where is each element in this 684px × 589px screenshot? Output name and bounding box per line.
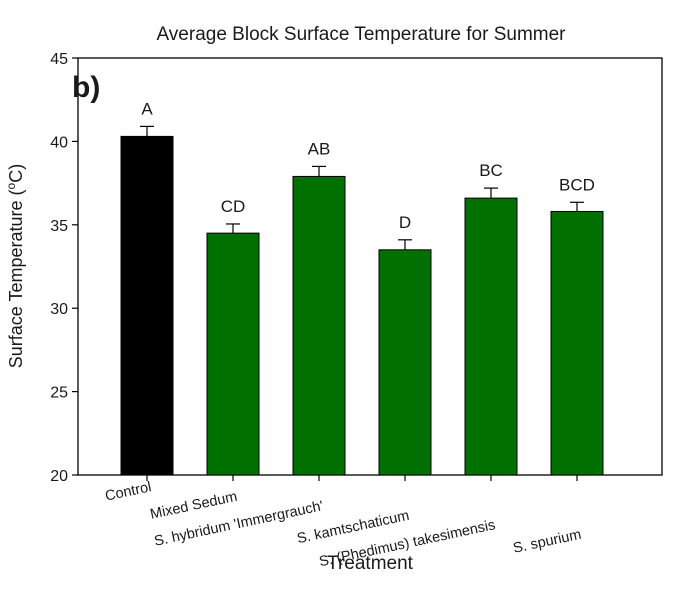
significance-letter: D (399, 213, 411, 232)
chart-title: Average Block Surface Temperature for Su… (156, 24, 566, 45)
significance-letter: BC (479, 161, 503, 180)
y-axis-label: Surface Temperature (oC) (4, 164, 26, 368)
y-tick-label: 30 (50, 301, 68, 318)
bar (120, 135, 174, 476)
y-tick-label: 40 (50, 134, 68, 151)
x-category-label: Control (104, 479, 153, 504)
bar (464, 197, 518, 476)
y-axis: 20 25 30 35 40 45 (50, 51, 78, 485)
panel-label: b) (72, 71, 100, 104)
significance-letter: CD (221, 197, 246, 216)
bar (292, 175, 346, 476)
plot-frame (77, 57, 663, 476)
y-tick-label: 35 (50, 218, 68, 235)
bar (206, 232, 260, 476)
y-tick-label: 20 (50, 468, 68, 485)
x-category-label: S. spurium (512, 527, 583, 557)
bar (550, 210, 604, 476)
bar (378, 249, 432, 476)
y-tick-label: 45 (50, 51, 68, 68)
significance-letter: AB (308, 139, 331, 158)
significance-letter: A (141, 99, 153, 118)
y-tick-label: 25 (50, 385, 68, 402)
x-axis-label: Treatment (327, 553, 414, 574)
bars: A CD AB D BC BCD (120, 99, 604, 476)
significance-letter: BCD (559, 175, 595, 194)
